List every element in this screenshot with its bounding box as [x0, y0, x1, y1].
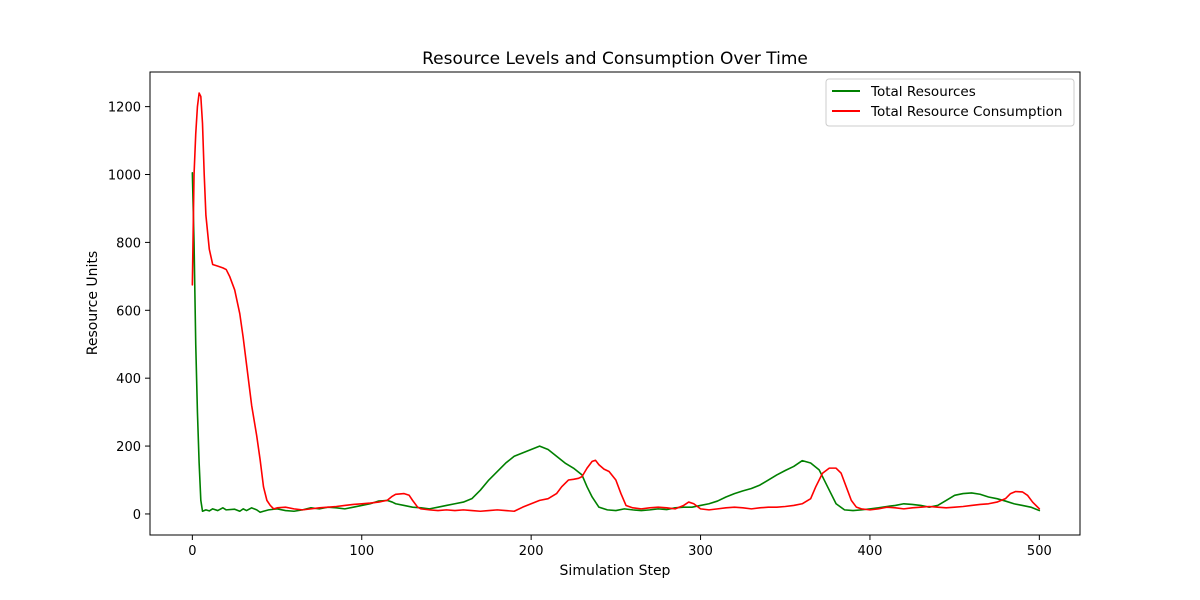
y-axis-label: Resource Units	[85, 251, 101, 355]
series-line-total-resource-consumption	[191, 92, 1041, 513]
plot-frame	[149, 71, 1081, 536]
legend-box	[825, 78, 1075, 127]
x-axis-label: Simulation Step	[560, 563, 671, 579]
y-tick-label: 400	[116, 372, 141, 387]
x-tick-label: 300	[688, 544, 713, 559]
x-tick-label: 100	[349, 544, 374, 559]
x-tick-label: 200	[519, 544, 544, 559]
series-layer	[191, 92, 1041, 514]
legend-label-total-resources: Total Resources	[870, 84, 976, 100]
y-tick-label: 800	[116, 236, 141, 251]
y-tick-label: 1000	[108, 169, 141, 184]
x-tick-label: 500	[1027, 544, 1052, 559]
series-line-total-resources	[191, 172, 1041, 514]
chart-title: Resource Levels and Consumption Over Tim…	[422, 49, 808, 69]
y-tick-label: 600	[116, 304, 141, 319]
x-axis: 0 100 200 300 400 500	[188, 535, 1052, 559]
y-tick-label: 0	[133, 508, 141, 523]
x-tick-label: 400	[858, 544, 883, 559]
x-tick-label: 0	[188, 544, 196, 559]
y-axis: 0 200 400 600 800 1000 1200	[108, 101, 150, 523]
y-tick-label: 200	[116, 440, 141, 455]
legend-label-total-resource-consumption: Total Resource Consumption	[870, 104, 1062, 120]
legend: Total Resources Total Resource Consumpti…	[825, 78, 1075, 127]
y-tick-label: 1200	[108, 101, 141, 116]
